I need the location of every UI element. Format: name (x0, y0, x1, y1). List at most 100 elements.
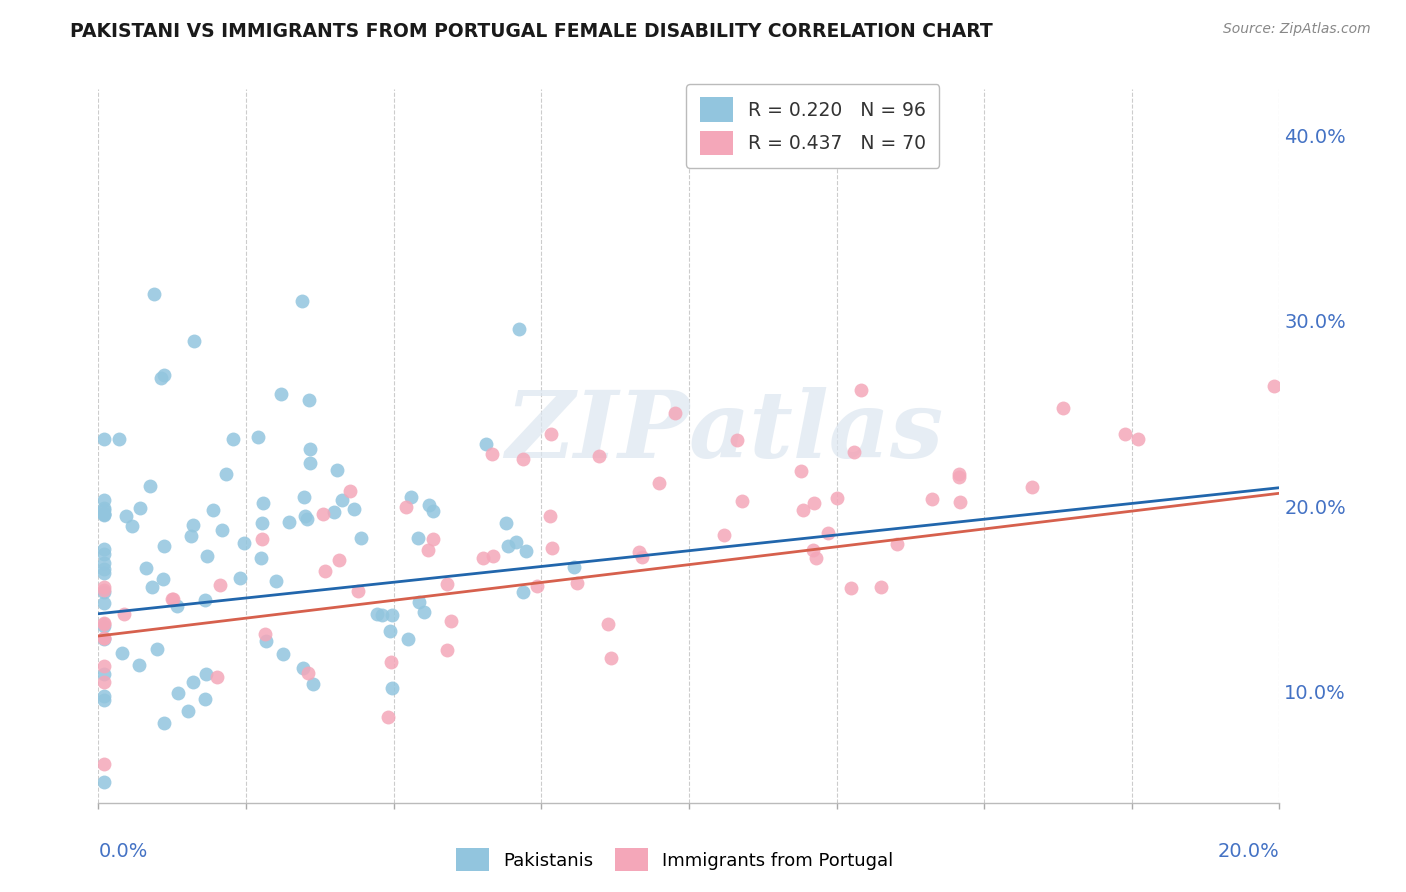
Point (166, 685, 188, 699)
Point (181, 674, 204, 689)
Point (380, 655, 402, 669)
Point (343, 502, 366, 516)
Point (128, 500, 150, 515)
Point (292, 490, 315, 504)
Point (195, 666, 218, 681)
Point (886, 536, 908, 550)
Point (202, 502, 225, 516)
Point (181, 518, 204, 533)
Point (93, 508, 115, 522)
Point (141, 580, 163, 594)
Text: Source: ZipAtlas.com: Source: ZipAtlas.com (1223, 22, 1371, 37)
Point (254, 633, 277, 648)
Point (93, 615, 115, 630)
Point (135, 561, 157, 575)
Point (153, 715, 176, 730)
Point (512, 585, 534, 599)
Point (600, 651, 623, 665)
Point (93, 493, 115, 508)
Point (406, 531, 429, 545)
Point (330, 493, 353, 508)
Point (162, 592, 184, 607)
Point (152, 572, 174, 586)
Point (93, 583, 115, 598)
Point (115, 508, 138, 523)
Point (472, 550, 495, 565)
Point (93, 562, 115, 576)
Point (395, 500, 418, 514)
Point (146, 642, 169, 657)
Point (381, 608, 404, 623)
Point (350, 531, 373, 545)
Point (314, 564, 336, 578)
Point (817, 526, 839, 541)
Point (512, 451, 534, 466)
Point (790, 464, 813, 478)
Point (93, 566, 115, 581)
Point (93, 757, 115, 772)
Point (921, 491, 943, 506)
Point (177, 704, 200, 718)
Point (152, 539, 174, 553)
Point (627, 545, 650, 559)
Point (538, 508, 561, 523)
Point (162, 592, 184, 607)
Point (93, 619, 115, 633)
Point (418, 498, 440, 512)
Point (254, 627, 277, 641)
Point (422, 503, 444, 517)
Point (505, 534, 527, 549)
Point (825, 491, 848, 505)
Point (422, 532, 444, 546)
Point (93, 508, 115, 522)
Point (93, 542, 115, 557)
Point (93, 666, 115, 681)
Point (948, 467, 970, 481)
Point (150, 371, 173, 385)
Point (93, 693, 115, 707)
Point (399, 490, 422, 504)
Point (93, 617, 115, 632)
Point (408, 595, 430, 609)
Point (301, 676, 323, 690)
Point (541, 541, 564, 555)
Point (93, 675, 115, 690)
Point (371, 608, 394, 623)
Point (250, 551, 273, 566)
Point (166, 599, 188, 613)
Point (475, 437, 498, 451)
Point (870, 580, 893, 594)
Point (214, 467, 236, 482)
Point (412, 605, 434, 619)
Point (323, 505, 346, 519)
Point (195, 549, 218, 564)
Point (93, 580, 115, 594)
Point (366, 607, 388, 621)
Point (93, 556, 115, 570)
Text: ZIP: ZIP (505, 387, 689, 476)
Point (839, 581, 862, 595)
Point (949, 495, 972, 509)
Point (588, 450, 610, 464)
Text: atlas: atlas (689, 387, 945, 476)
Point (482, 549, 505, 563)
Point (328, 553, 350, 567)
Point (631, 549, 654, 564)
Point (93, 507, 115, 521)
Point (247, 430, 270, 444)
Point (183, 334, 205, 349)
Point (121, 519, 143, 533)
Point (596, 617, 619, 632)
Point (416, 543, 439, 558)
Point (378, 624, 401, 639)
Point (436, 643, 458, 657)
Point (1126, 433, 1149, 447)
Text: 20.0%: 20.0% (1218, 842, 1279, 861)
Point (266, 574, 288, 588)
Point (193, 592, 215, 607)
Point (93, 689, 115, 703)
Legend: Pakistanis, Immigrants from Portugal: Pakistanis, Immigrants from Portugal (449, 841, 901, 879)
Point (495, 516, 517, 530)
Point (93, 632, 115, 646)
Point (647, 475, 669, 490)
